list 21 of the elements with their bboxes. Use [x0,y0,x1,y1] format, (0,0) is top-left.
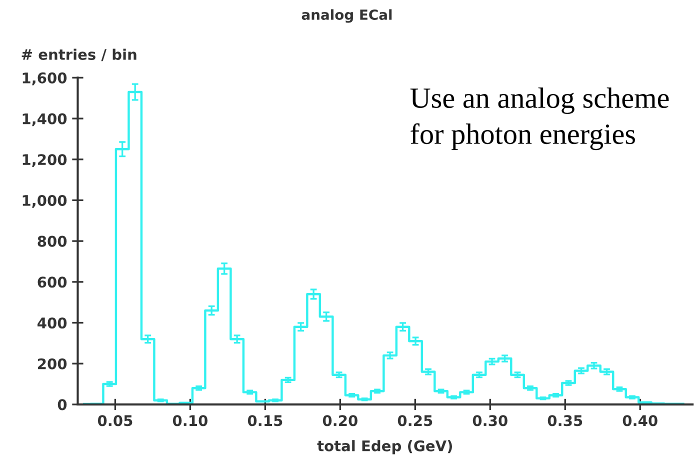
y-tick-label: 800 [38,236,67,247]
y-tick-label: 1,200 [22,154,67,167]
x-tick-label: 0.15 [248,415,282,426]
y-tick-label: 0 [58,399,67,410]
x-axis-title: total Edep (GeV) [317,440,452,454]
y-tick-label: 200 [38,358,67,370]
x-tick-label: 0.05 [98,415,132,426]
y-tick-label: 400 [38,317,67,329]
x-tick-label: 0.20 [322,415,358,426]
chart-title: analog ECal [302,9,392,23]
y-tick-label: 1,000 [22,194,67,208]
x-tick-label: 0.30 [472,415,508,426]
y-tick-label: 1,600 [22,72,67,86]
y-axis-title: # entries / bin [22,48,136,62]
y-tick-label: 600 [38,276,67,288]
x-tick-label: 0.40 [622,415,658,426]
x-tick-label: 0.10 [172,415,208,426]
annotation: Use an analog scheme for photon energies [410,87,669,150]
x-tick-label: 0.25 [398,415,432,426]
x-tick-label: 0.35 [548,415,582,426]
y-tick-label: 1,400 [22,113,67,126]
